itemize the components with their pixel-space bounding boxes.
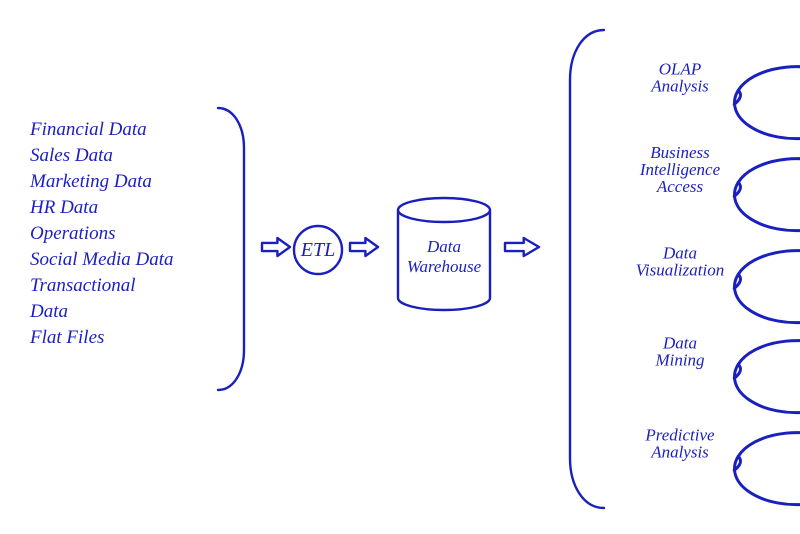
source-item: Marketing Data — [29, 171, 152, 192]
bracket-close-icon — [218, 108, 244, 390]
output-node: DataVisualization — [636, 244, 800, 323]
source-item: Transactional — [30, 275, 136, 296]
output-ellipse — [735, 251, 800, 323]
cylinder-bottom — [398, 298, 490, 310]
source-item: Flat Files — [29, 327, 104, 348]
arrow-icon — [505, 238, 539, 256]
output-node: DataMining — [654, 334, 800, 413]
arrow-icon — [350, 238, 378, 256]
output-node: PredictiveAnalysis — [644, 426, 800, 505]
source-item: Sales Data — [30, 145, 113, 166]
output-label: Analysis — [650, 77, 709, 96]
arrow-icon — [262, 238, 290, 256]
bracket-open-icon — [570, 30, 604, 508]
source-item: Social Media Data — [30, 249, 174, 270]
output-node: BusinessIntelligenceAccess — [639, 143, 800, 231]
source-item: Data — [29, 301, 68, 322]
source-item: Operations — [30, 223, 116, 244]
output-ellipse — [735, 67, 800, 139]
etl-label: ETL — [300, 239, 335, 261]
cylinder-top — [398, 198, 490, 222]
output-ellipse — [735, 433, 800, 505]
output-label: Visualization — [636, 261, 724, 280]
output-ellipse — [735, 159, 800, 231]
source-item: HR Data — [29, 197, 98, 218]
source-item: Financial Data — [29, 119, 147, 140]
output-ellipse — [735, 341, 800, 413]
warehouse-label: Data — [426, 237, 461, 256]
output-node: OLAPAnalysis — [650, 60, 800, 139]
output-label: Mining — [654, 351, 704, 370]
output-label: Access — [656, 177, 704, 196]
source-list: Financial Data Sales Data Marketing Data HR… — [29, 119, 174, 348]
warehouse-label: Warehouse — [407, 257, 482, 276]
output-label: Analysis — [650, 443, 709, 462]
